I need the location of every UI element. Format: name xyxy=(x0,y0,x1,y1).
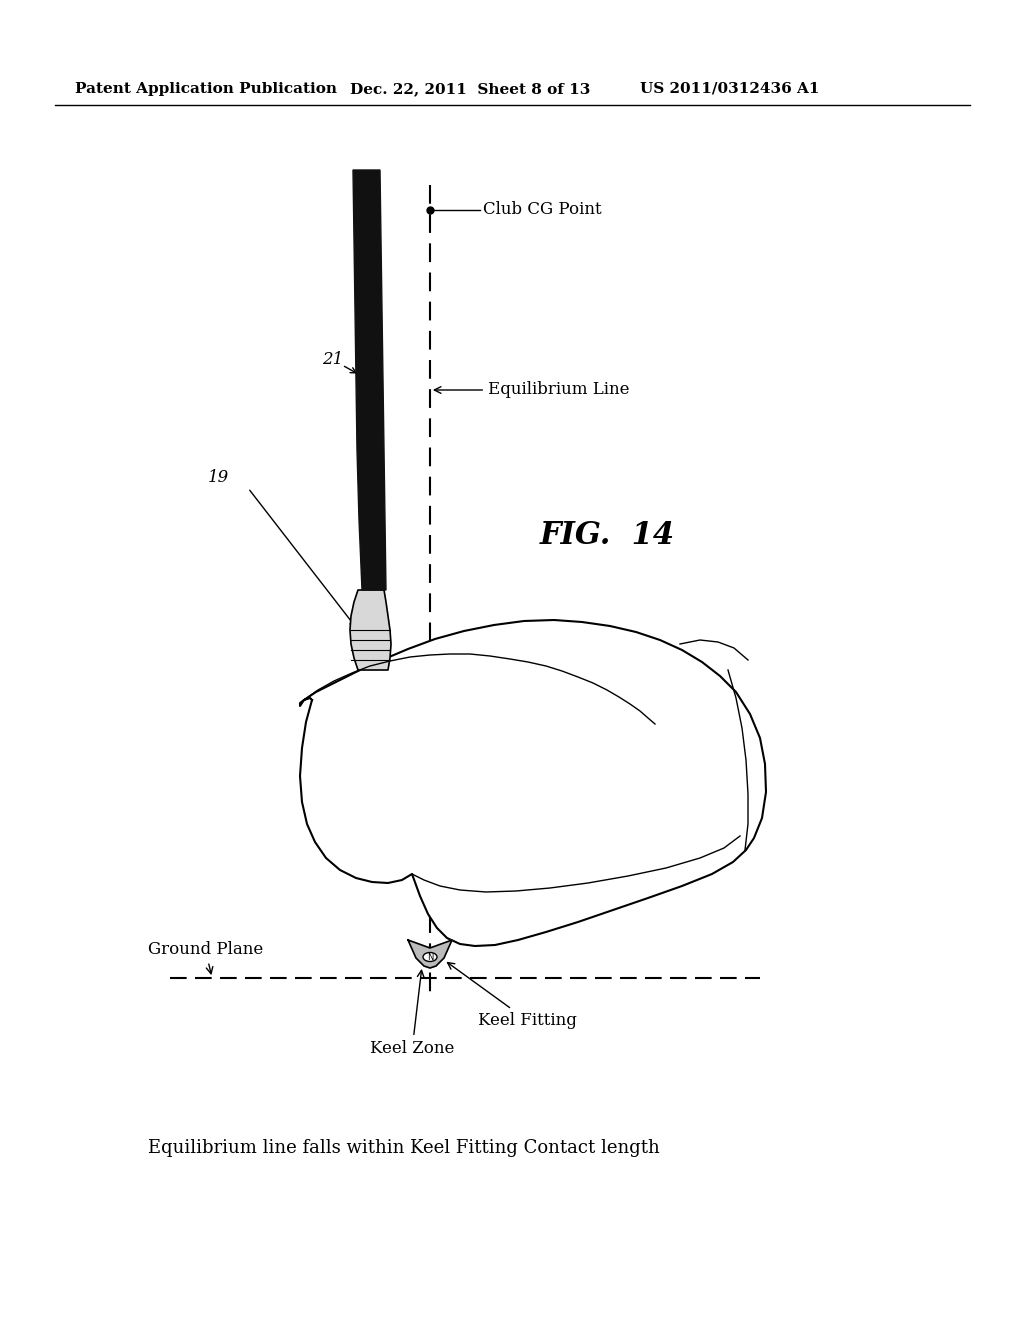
Text: 21: 21 xyxy=(322,351,343,368)
Text: 19: 19 xyxy=(208,470,229,487)
Text: 20: 20 xyxy=(580,660,601,676)
Text: Patent Application Publication: Patent Application Publication xyxy=(75,82,337,96)
Text: N: N xyxy=(427,953,433,961)
Polygon shape xyxy=(353,170,386,590)
Polygon shape xyxy=(350,590,391,671)
Ellipse shape xyxy=(423,953,437,961)
Text: Dec. 22, 2011  Sheet 8 of 13: Dec. 22, 2011 Sheet 8 of 13 xyxy=(350,82,591,96)
Text: Equilibrium line falls within Keel Fitting Contact length: Equilibrium line falls within Keel Fitti… xyxy=(148,1139,659,1158)
Text: Keel Zone: Keel Zone xyxy=(370,970,455,1057)
Polygon shape xyxy=(300,620,766,946)
Text: Ground Plane: Ground Plane xyxy=(148,941,263,974)
Text: Keel Fitting: Keel Fitting xyxy=(447,962,577,1030)
Text: FIG.  14: FIG. 14 xyxy=(540,520,675,550)
Text: US 2011/0312436 A1: US 2011/0312436 A1 xyxy=(640,82,819,96)
Text: -100: -100 xyxy=(449,899,485,916)
Text: Equilibrium Line: Equilibrium Line xyxy=(434,381,630,399)
Polygon shape xyxy=(408,940,452,968)
Text: Club CG Point: Club CG Point xyxy=(483,202,602,219)
